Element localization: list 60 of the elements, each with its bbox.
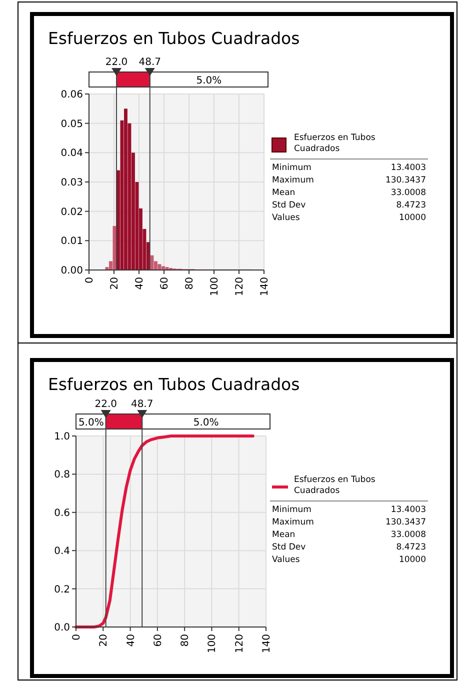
text: 10000 [398, 555, 426, 565]
x-tick-label: 140 [262, 634, 272, 654]
text: Minimum [272, 505, 312, 515]
y-tick-label: 0.05 [60, 118, 83, 130]
text: Values [272, 213, 300, 223]
y-tick-label: 0.01 [60, 236, 83, 248]
y-tick-label: 0.4 [54, 546, 70, 558]
legend-label: Esfuerzos en Tubos Cuadrados [294, 133, 376, 154]
y-tick-label: 0.0 [54, 622, 70, 634]
x-tick-label: 80 [184, 277, 196, 290]
text: Mean [272, 188, 296, 198]
ref-line-label: 48.7 [130, 399, 154, 410]
text: Values [272, 555, 300, 565]
text: Maximum [272, 518, 314, 528]
text: 5.0% [196, 76, 222, 86]
text: Std Dev [272, 200, 306, 210]
text: Minimum [272, 163, 312, 173]
x-tick-label: 120 [234, 634, 246, 654]
y-tick-label: 0.2 [54, 584, 70, 596]
y-tick-label: 0.00 [60, 266, 83, 276]
x-tick-label: 60 [160, 277, 170, 290]
text: 8.4723 [396, 542, 426, 552]
text: 5.0% [78, 418, 104, 428]
x-tick-label: 100 [207, 634, 218, 654]
y-tick-label: 0.6 [54, 508, 70, 519]
y-tick-label: 0.8 [54, 470, 70, 481]
x-tick-label: 80 [180, 634, 192, 647]
y-tick-label: 0.03 [60, 178, 83, 188]
ref-line-label: 48.7 [138, 57, 162, 68]
text: 130.3437 [385, 176, 426, 186]
x-tick-label: 120 [234, 277, 246, 296]
x-tick-label: 60 [152, 634, 164, 647]
x-tick-label: 20 [110, 277, 120, 290]
x-tick-label: 140 [260, 277, 270, 296]
text: 13.4003 [390, 163, 426, 173]
text: Std Dev [272, 542, 306, 552]
text: Maximum [272, 176, 314, 186]
chart-title: Esfuerzos en Tubos Cuadrados [48, 375, 300, 394]
y-tick-label: 0.04 [60, 148, 83, 160]
legend-label: Esfuerzos en Tubos Cuadrados [294, 475, 376, 496]
text: 33.0008 [390, 530, 426, 540]
text: 130.3437 [385, 518, 426, 528]
ref-line-label: 22.0 [94, 399, 117, 410]
text: 8.4723 [396, 200, 426, 210]
x-tick-label: 100 [210, 277, 220, 296]
x-tick-label: 20 [98, 634, 110, 647]
text: 13.4003 [390, 505, 426, 515]
y-tick-label: 0.06 [60, 90, 83, 100]
text: Mean [272, 530, 296, 540]
ref-line-label: 22.0 [105, 57, 128, 68]
text: 10000 [398, 213, 426, 223]
y-tick-label: 1.0 [54, 432, 70, 442]
x-tick-label: 0 [84, 277, 96, 284]
text: 33.0008 [390, 188, 426, 198]
x-tick-label: 40 [126, 634, 137, 647]
x-tick-label: 40 [134, 277, 146, 290]
text: 5.0% [193, 418, 219, 428]
x-tick-label: 0 [72, 634, 82, 640]
y-tick-label: 0.02 [60, 206, 83, 218]
chart-title: Esfuerzos en Tubos Cuadrados [48, 29, 300, 48]
